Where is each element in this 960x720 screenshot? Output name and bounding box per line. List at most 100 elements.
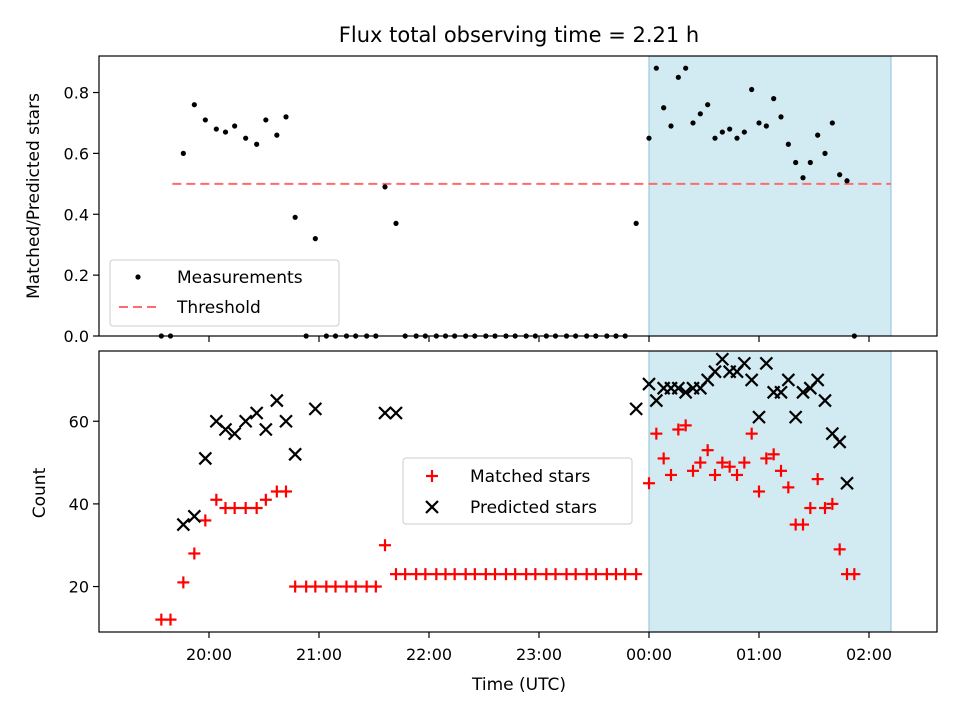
predicted-star-point — [759, 356, 774, 371]
measurement-point — [263, 117, 269, 123]
matched-star-point — [709, 468, 721, 481]
matched-star-point — [379, 539, 391, 552]
matched-star-point — [589, 568, 602, 581]
measurement-point — [829, 120, 835, 126]
matched-star-point — [228, 502, 241, 515]
x-axis-label: Time (UTC) — [471, 675, 566, 695]
matched-star-point — [819, 502, 831, 515]
predicted-star-point — [810, 373, 825, 387]
predicted-star-point — [227, 426, 242, 441]
top-legend: Measurements Threshold — [109, 259, 340, 327]
x-tick-label: 23:00 — [516, 645, 562, 664]
predicted-star-point — [840, 476, 854, 491]
matched-star-point — [529, 568, 542, 581]
predicted-star-point — [774, 385, 788, 400]
predicted-star-point — [288, 447, 302, 462]
measurement-point — [202, 117, 208, 123]
measurement-point — [705, 102, 711, 108]
predicted-star-point — [218, 422, 233, 437]
legend-label: Matched stars — [470, 467, 590, 487]
matched-star-point — [731, 468, 743, 481]
legend-box — [402, 457, 633, 525]
matched-star-point — [250, 502, 263, 515]
matched-star-point — [164, 613, 177, 626]
matched-star-point — [701, 444, 714, 457]
matched-star-point — [833, 543, 846, 556]
measurement-point — [283, 114, 289, 120]
matched-star-point — [716, 456, 729, 469]
x-tick-label: 02:00 — [846, 645, 892, 664]
matched-star-point — [210, 493, 223, 506]
measurement-point — [822, 150, 828, 156]
matched-star-point — [650, 427, 663, 440]
top-panel: 0.0 0.2 0.4 0.6 0.8 Measurements Threshold — [64, 55, 938, 346]
bottom-y-axis-label: Count — [30, 467, 50, 518]
series-predicted-stars — [176, 352, 854, 532]
measurement-point — [727, 126, 733, 132]
measurement-point — [712, 135, 718, 141]
matched-star-point — [468, 568, 481, 581]
predicted-star-point — [270, 393, 284, 408]
matched-star-point — [280, 485, 292, 498]
matched-star-point — [309, 580, 322, 593]
matched-star-point — [448, 568, 461, 581]
y-tick-label: 20 — [69, 578, 89, 597]
legend-predicted-marker — [425, 500, 439, 514]
measurement-point — [653, 65, 659, 71]
measurement-point — [668, 123, 674, 129]
measurement-point — [800, 175, 806, 181]
matched-star-point — [782, 481, 795, 494]
predicted-star-point — [788, 410, 803, 424]
measurement-point — [661, 105, 667, 111]
measurement-point — [274, 132, 280, 138]
measurement-point — [222, 129, 229, 135]
matched-star-point — [177, 576, 190, 589]
predicted-star-point — [649, 393, 664, 408]
predicted-star-point — [238, 414, 253, 429]
matched-star-point — [657, 452, 670, 465]
bottom-panel: 20 40 60 20:00 21:00 22:00 23:00 00:00 01:00 02:0… — [69, 350, 938, 664]
measurement-point — [837, 172, 843, 178]
predicted-star-point — [715, 352, 730, 367]
matched-star-point — [672, 423, 685, 436]
predicted-star-point — [671, 381, 686, 395]
legend-box — [109, 259, 340, 327]
legend-label: Measurements — [177, 268, 303, 288]
predicted-star-point — [249, 406, 264, 420]
legend-measurement-marker — [135, 274, 141, 280]
matched-star-point — [760, 452, 773, 465]
matched-star-point — [687, 464, 699, 477]
matched-star-point — [643, 477, 655, 490]
series-matched-stars — [155, 419, 861, 626]
series-measurements — [158, 65, 857, 339]
x-tick-label: 21:00 — [296, 645, 342, 664]
measurement-point — [778, 114, 784, 120]
y-tick-label: 0.8 — [64, 84, 89, 103]
predicted-star-point — [176, 517, 191, 532]
measurement-point — [741, 129, 747, 135]
measurement-point — [734, 135, 740, 141]
predicted-star-point — [678, 385, 693, 400]
y-tick-label: 0.4 — [64, 205, 89, 224]
y-tick-label: 60 — [69, 412, 89, 431]
x-tick-label: 20:00 — [186, 645, 232, 664]
matched-star-point — [188, 547, 201, 560]
measurement-point — [646, 135, 652, 141]
measurement-point — [697, 111, 703, 117]
measurement-point — [254, 141, 260, 147]
measurement-point — [191, 102, 197, 108]
predicted-star-point — [187, 509, 202, 524]
matched-star-point — [775, 464, 787, 477]
matched-star-point — [199, 514, 212, 527]
matched-star-point — [767, 448, 780, 461]
matched-star-point — [329, 580, 342, 593]
predicted-star-point — [752, 410, 766, 424]
measurement-point — [213, 126, 219, 132]
measurement-point — [719, 129, 725, 135]
matched-star-point — [797, 518, 809, 531]
matched-star-point — [259, 493, 272, 506]
matched-star-point — [399, 568, 412, 581]
matched-star-point — [826, 497, 839, 510]
y-tick-label: 0.6 — [64, 144, 89, 163]
matched-star-point — [753, 485, 765, 498]
